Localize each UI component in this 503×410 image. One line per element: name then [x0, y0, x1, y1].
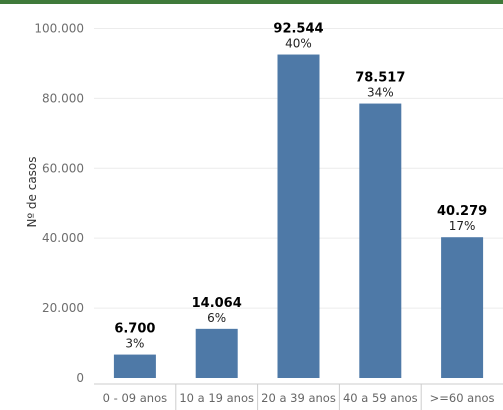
y-tick-label: 0 [76, 371, 84, 385]
y-tick-label: 60.000 [42, 161, 84, 175]
bars [113, 54, 484, 379]
bar [277, 54, 320, 379]
percent-label: 34% [367, 86, 394, 100]
value-label: 14.064 [192, 296, 242, 311]
x-tick-label: 0 - 09 anos [103, 391, 167, 405]
percent-label: 17% [449, 219, 476, 233]
bar [195, 328, 238, 378]
x-tick-label: 10 a 19 anos [179, 391, 254, 405]
percent-label: 6% [207, 311, 226, 325]
bar [359, 103, 402, 378]
value-label: 6.700 [114, 322, 155, 337]
bar [113, 354, 156, 378]
x-axis-ticks: 0 - 09 anos 10 a 19 anos 20 a 39 anos 40 a … [103, 384, 495, 410]
x-tick-label: >=60 anos [430, 391, 495, 405]
top-border [0, 0, 503, 4]
value-label: 78.517 [355, 71, 405, 86]
percent-label: 3% [125, 337, 144, 351]
x-tick-label: 20 a 39 anos [261, 391, 336, 405]
value-label: 92.544 [273, 22, 323, 37]
y-tick-label: 20.000 [42, 301, 84, 315]
bar [441, 237, 484, 378]
y-axis-label: Nº de casos [25, 156, 39, 227]
y-tick-label: 80.000 [42, 91, 84, 105]
y-axis-ticks: 0 20.000 40.000 60.000 80.000 100.000 [34, 21, 84, 385]
x-tick-label: 40 a 59 anos [343, 391, 418, 405]
value-label: 40.279 [437, 204, 487, 219]
y-tick-label: 100.000 [34, 21, 84, 35]
y-tick-label: 40.000 [42, 231, 84, 245]
percent-label: 40% [285, 37, 312, 51]
